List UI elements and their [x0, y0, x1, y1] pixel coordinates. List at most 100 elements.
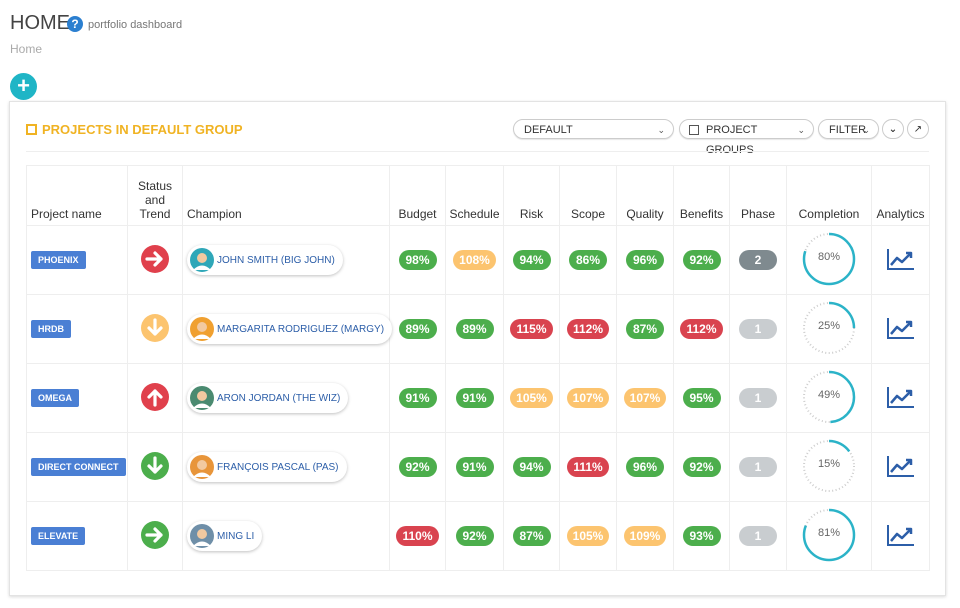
avatar-head	[197, 391, 207, 401]
ring-track	[803, 439, 855, 492]
champion-chip: MING LI	[187, 521, 263, 551]
ring-svg	[802, 508, 856, 561]
metric-cell: 105%	[559, 501, 617, 571]
header-row: Project name Status and Trend Champion Budg…	[26, 165, 930, 226]
metric-badge: 111%	[567, 457, 609, 477]
avatar-head	[197, 529, 207, 539]
metric-badge: 92%	[682, 250, 721, 270]
column-header: Scope	[559, 165, 617, 226]
avatar	[190, 524, 214, 548]
avatar-body	[193, 265, 211, 270]
completion-label: 15%	[817, 457, 841, 470]
trend-icon	[141, 520, 169, 549]
ring-progress	[802, 232, 856, 285]
page-title: HOME	[10, 12, 70, 34]
project-name[interactable]: OMEGA	[31, 389, 80, 407]
ring-svg	[802, 232, 856, 285]
metric-cell: 94%	[503, 225, 560, 295]
analytics-cell	[871, 294, 930, 364]
collapse-button[interactable]: ⌄	[882, 119, 904, 139]
metric-cell: 96%	[616, 432, 674, 502]
trend-arrow	[147, 455, 163, 474]
groups-select-text: PROJECT GROUPS	[706, 124, 758, 156]
champion-name: ARON JORDAN (THE WIZ)	[217, 392, 341, 404]
add-button[interactable]: +	[10, 73, 37, 100]
breadcrumb[interactable]: Home	[10, 42, 43, 56]
analytics-axes	[886, 248, 914, 270]
divider	[26, 151, 929, 152]
avatar	[190, 386, 214, 410]
avatar-body	[193, 472, 211, 477]
avatar	[190, 248, 214, 272]
metric-cell: 110%	[389, 501, 446, 571]
metric-cell: 108%	[445, 225, 504, 295]
projects-panel: PROJECTS IN DEFAULT GROUP DEFAULT ⌄ PROJE…	[9, 101, 946, 596]
metric-badge: 91%	[398, 388, 437, 408]
phase-badge: 1	[739, 388, 777, 408]
completion-label: 25%	[817, 319, 841, 332]
champion-cell: ARON JORDAN (THE WIZ)	[182, 363, 390, 433]
project-name[interactable]: ELEVATE	[31, 527, 86, 545]
metric-cell: 112%	[559, 294, 617, 364]
table-row: ELEVATE MING LI 110% 92% 87% 105% 109% 93% 1 81%	[26, 501, 930, 571]
phase-cell: 1	[729, 501, 787, 571]
completion-cell: 81%	[786, 501, 872, 571]
table-body: PHOENIX JOHN SMITH (BIG JOHN) 98% 108% 94% 86…	[26, 225, 930, 571]
metric-badge: 115%	[510, 319, 553, 339]
metric-badge: 94%	[512, 250, 551, 270]
ring-svg	[802, 370, 856, 423]
metric-badge: 109%	[623, 526, 667, 546]
avatar-body	[193, 403, 211, 408]
completion-ring: 49%	[801, 369, 857, 425]
column-header: Status and Trend	[127, 165, 183, 226]
groups-select[interactable]: PROJECT GROUPS ⌄	[679, 119, 814, 156]
view-select[interactable]: DEFAULT ⌄	[513, 119, 674, 139]
ring-progress	[802, 301, 856, 354]
trend-arrow	[145, 250, 163, 267]
completion-cell: 49%	[786, 363, 872, 433]
expand-button[interactable]: ↗	[907, 119, 929, 139]
analytics-icon[interactable]	[886, 316, 916, 340]
trend-cell	[127, 501, 183, 571]
analytics-icon[interactable]	[886, 385, 916, 409]
metric-cell: 96%	[616, 225, 674, 295]
view-select-text: DEFAULT	[524, 124, 573, 136]
metric-badge: 92%	[682, 457, 721, 477]
analytics-icon[interactable]	[886, 523, 916, 547]
column-header: Schedule	[445, 165, 504, 226]
project-name[interactable]: HRDB	[31, 320, 71, 338]
filter-select[interactable]: FILTER ⌄	[818, 119, 879, 139]
metric-badge: 105%	[566, 526, 610, 546]
metric-badge: 93%	[682, 526, 721, 546]
metric-badge: 108%	[453, 250, 496, 270]
table-row: PHOENIX JOHN SMITH (BIG JOHN) 98% 108% 94% 86…	[26, 225, 930, 295]
analytics-axes	[886, 386, 914, 408]
ring-progress	[802, 439, 856, 492]
analytics-line	[889, 458, 912, 473]
metric-badge: 112%	[566, 319, 610, 339]
metric-badge: 91%	[455, 388, 494, 408]
project-name[interactable]: PHOENIX	[31, 251, 86, 269]
metric-badge: 94%	[512, 457, 551, 477]
phase-cell: 1	[729, 363, 787, 433]
projects-table: Project name Status and Trend Champion Budg…	[26, 165, 930, 571]
column-header: Champion	[182, 165, 390, 226]
metric-badge: 91%	[455, 457, 494, 477]
metric-cell: 91%	[389, 363, 446, 433]
help-button[interactable]: ?	[67, 16, 83, 32]
metric-badge: 92%	[398, 457, 437, 477]
panel-icon	[26, 124, 37, 135]
project-name[interactable]: DIRECT CONNECT	[31, 458, 126, 476]
metric-cell: 112%	[673, 294, 730, 364]
analytics-icon[interactable]	[886, 247, 916, 271]
champion-cell: MING LI	[182, 501, 390, 571]
phase-badge: 1	[739, 319, 777, 339]
completion-ring: 15%	[801, 438, 857, 494]
champion-chip: MARGARITA RODRIGUEZ (MARGY)	[187, 314, 393, 344]
column-header: Analytics	[871, 165, 930, 226]
analytics-cell	[871, 432, 930, 502]
analytics-icon[interactable]	[886, 454, 916, 478]
champion-cell: FRANÇOIS PASCAL (PAS)	[182, 432, 390, 502]
